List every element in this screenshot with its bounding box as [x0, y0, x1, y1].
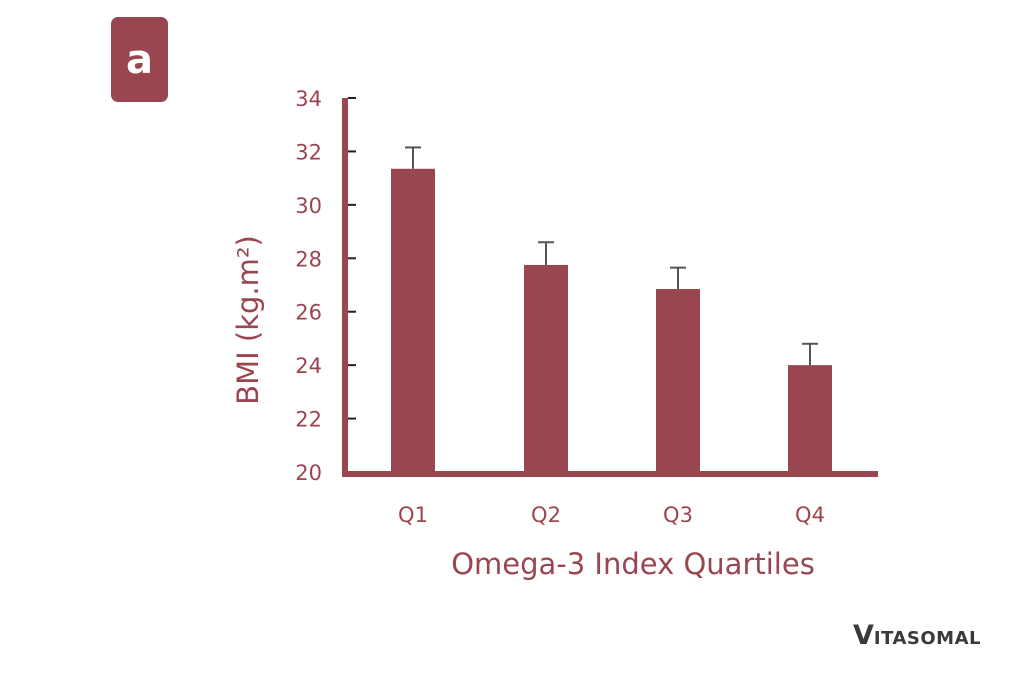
y-tick-label: 22: [295, 408, 322, 432]
panel-label: a: [126, 36, 153, 83]
y-tick-label: 24: [295, 354, 322, 378]
y-tick-label: 20: [295, 461, 322, 485]
x-tick-label: Q4: [795, 503, 825, 527]
bar-q3: [656, 289, 700, 472]
y-tick-label: 32: [295, 140, 322, 164]
x-axis-labels: Q1 Q2 Q3 Q4: [398, 503, 825, 527]
x-axis-title: Omega-3 Index Quartiles: [451, 547, 815, 581]
y-axis-ticks: 20 22 24 26 28 30 32 34: [295, 87, 356, 485]
x-axis-line: [342, 471, 878, 477]
axes: [342, 98, 878, 477]
bars: [391, 146, 832, 473]
logo-first-letter: V: [853, 620, 874, 651]
y-tick-label: 30: [295, 194, 322, 218]
bar-q2: [524, 264, 568, 472]
y-axis-line: [342, 98, 348, 476]
y-axis-title: BMI (kg.m²): [231, 235, 265, 405]
panel-label-badge: a: [111, 17, 168, 102]
y-tick-label: 28: [295, 247, 322, 271]
x-tick-label: Q3: [663, 503, 693, 527]
x-tick-label: Q2: [531, 503, 561, 527]
y-tick-label: 34: [295, 87, 322, 111]
y-tick-label: 26: [295, 301, 322, 325]
bar-q1: [391, 168, 435, 473]
logo-rest: ITASOMAL: [873, 628, 981, 649]
bar-q4: [788, 365, 832, 472]
vitasomal-logo: VITASOMAL: [853, 620, 981, 651]
x-tick-label: Q1: [398, 503, 428, 527]
